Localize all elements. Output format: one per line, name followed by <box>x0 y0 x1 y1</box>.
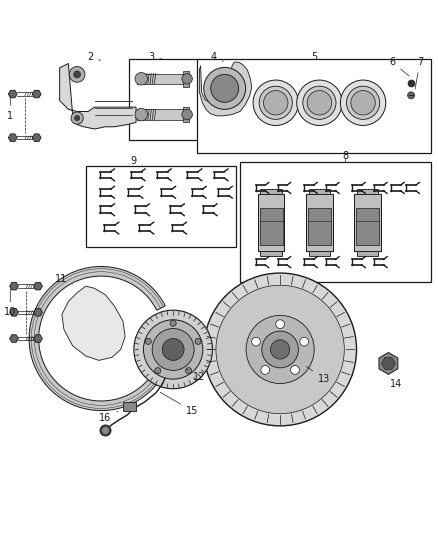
Circle shape <box>195 338 201 344</box>
Text: 8: 8 <box>343 151 349 161</box>
Circle shape <box>74 71 81 78</box>
Circle shape <box>271 340 290 359</box>
Polygon shape <box>10 282 18 290</box>
Text: 15: 15 <box>160 392 198 416</box>
Bar <box>260 208 283 245</box>
Polygon shape <box>137 109 189 120</box>
Bar <box>357 189 378 195</box>
Circle shape <box>135 108 148 121</box>
Text: 12: 12 <box>187 369 205 382</box>
Text: 14: 14 <box>389 374 402 390</box>
Circle shape <box>182 109 192 120</box>
Circle shape <box>264 91 288 115</box>
Circle shape <box>262 331 298 368</box>
Polygon shape <box>32 134 41 141</box>
Circle shape <box>211 75 239 102</box>
Polygon shape <box>29 266 171 410</box>
Text: 11: 11 <box>55 274 72 285</box>
Circle shape <box>145 338 151 344</box>
Text: 5: 5 <box>311 52 317 62</box>
Circle shape <box>134 310 212 389</box>
Circle shape <box>246 316 314 384</box>
Circle shape <box>408 92 415 99</box>
Circle shape <box>276 320 285 328</box>
Polygon shape <box>62 286 125 360</box>
Bar <box>86 166 237 247</box>
Circle shape <box>216 285 344 414</box>
Circle shape <box>300 337 309 346</box>
Circle shape <box>259 86 292 119</box>
Bar <box>308 251 330 256</box>
Text: 4: 4 <box>211 52 223 62</box>
Circle shape <box>351 91 375 115</box>
Circle shape <box>261 366 270 374</box>
Bar <box>356 208 379 245</box>
Polygon shape <box>381 358 396 369</box>
Circle shape <box>152 328 194 370</box>
Circle shape <box>291 366 300 374</box>
Bar <box>354 195 381 251</box>
Bar <box>261 189 283 195</box>
Polygon shape <box>379 352 398 374</box>
Polygon shape <box>34 335 42 342</box>
Circle shape <box>307 91 332 115</box>
Bar <box>240 161 431 282</box>
Text: 7: 7 <box>415 57 423 89</box>
Polygon shape <box>199 62 252 116</box>
Text: 13: 13 <box>306 366 330 384</box>
Circle shape <box>162 338 184 360</box>
Circle shape <box>144 320 203 379</box>
Circle shape <box>253 80 298 125</box>
Polygon shape <box>60 63 136 129</box>
Circle shape <box>252 337 261 346</box>
Circle shape <box>297 80 342 125</box>
Circle shape <box>303 86 336 119</box>
Polygon shape <box>123 402 136 410</box>
Circle shape <box>74 116 80 120</box>
Bar <box>258 195 285 251</box>
Circle shape <box>135 72 148 85</box>
Bar <box>357 251 378 256</box>
Circle shape <box>204 273 357 426</box>
Circle shape <box>155 368 161 374</box>
Polygon shape <box>8 134 17 141</box>
Text: 2: 2 <box>87 52 101 62</box>
Bar <box>308 189 330 195</box>
Text: 9: 9 <box>131 156 142 166</box>
Polygon shape <box>32 90 41 98</box>
Polygon shape <box>34 282 42 290</box>
Bar <box>197 59 431 153</box>
Bar <box>306 195 332 251</box>
Polygon shape <box>34 309 42 316</box>
Polygon shape <box>183 71 189 87</box>
Text: 3: 3 <box>148 52 162 62</box>
Bar <box>308 208 331 245</box>
Circle shape <box>182 74 192 84</box>
Polygon shape <box>8 90 17 98</box>
Circle shape <box>170 320 176 326</box>
Circle shape <box>69 67 85 82</box>
Text: 10: 10 <box>4 289 16 317</box>
Text: 16: 16 <box>99 411 118 423</box>
Circle shape <box>346 86 380 119</box>
Polygon shape <box>183 107 189 123</box>
Bar <box>130 59 199 140</box>
Circle shape <box>186 368 191 374</box>
Circle shape <box>71 112 83 124</box>
Text: 6: 6 <box>390 57 409 76</box>
Polygon shape <box>137 74 189 84</box>
Text: 1: 1 <box>7 97 14 121</box>
Circle shape <box>340 80 386 125</box>
Bar <box>261 251 283 256</box>
Circle shape <box>204 67 246 109</box>
Polygon shape <box>10 309 18 316</box>
Polygon shape <box>10 335 18 342</box>
